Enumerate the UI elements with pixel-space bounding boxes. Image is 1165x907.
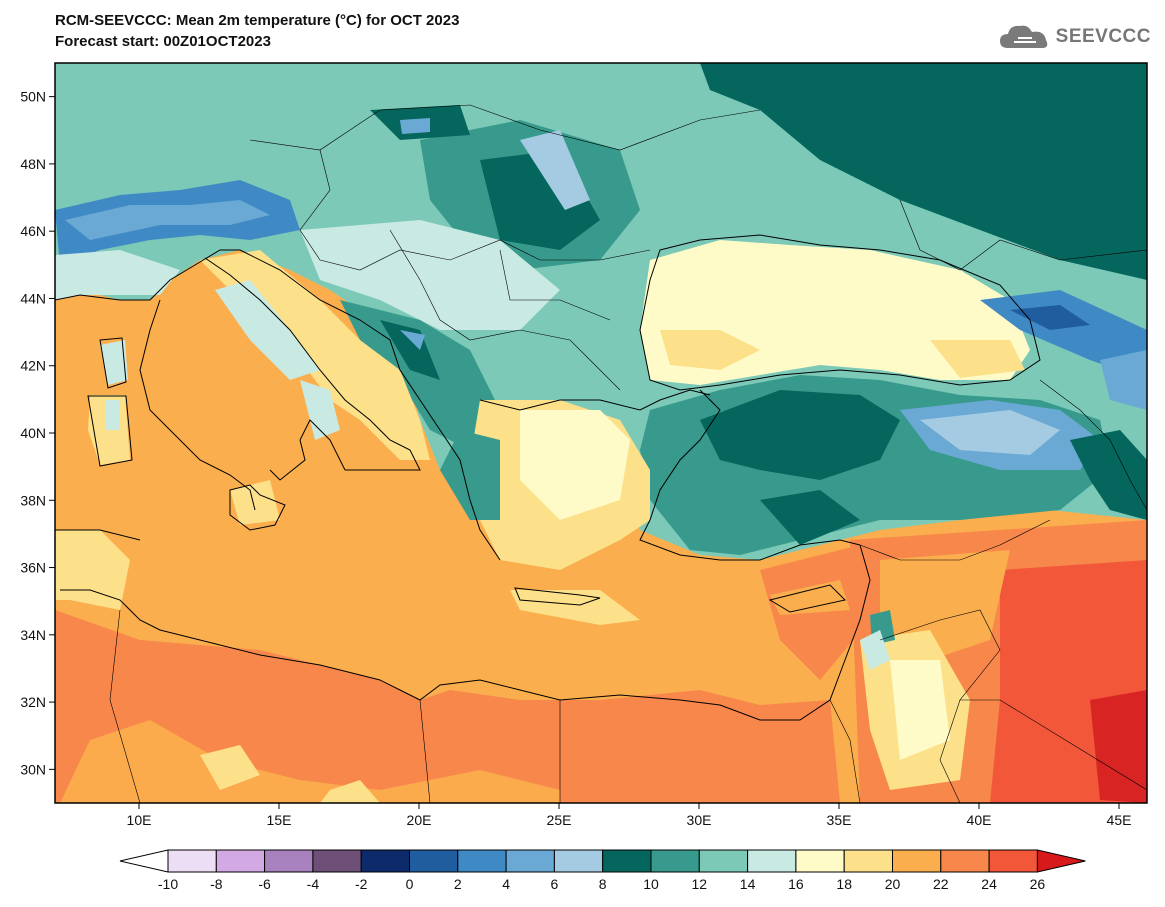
cloud-icon bbox=[999, 25, 1047, 48]
colorbar-swatch bbox=[312, 849, 362, 873]
colorbar-label: -6 bbox=[258, 876, 271, 892]
colorbar-label: 18 bbox=[836, 876, 852, 892]
map-field bbox=[55, 63, 1147, 803]
colorbar-label: 10 bbox=[643, 876, 659, 892]
lon-tick-label: 30E bbox=[687, 812, 712, 828]
colorbar-swatch bbox=[360, 849, 411, 873]
colorbar-label: -4 bbox=[307, 876, 320, 892]
colorbar-swatch bbox=[553, 849, 604, 873]
axis-ticks: 50N 48N 46N 44N 42N 40N 38N 36N 34N 32N 30N 10E 15E 2… bbox=[20, 89, 1131, 828]
colorbar-label: 24 bbox=[981, 876, 997, 892]
colorbar-label: -2 bbox=[355, 876, 368, 892]
lon-tick-label: 40E bbox=[967, 812, 992, 828]
colorbar-swatch bbox=[988, 849, 1038, 873]
colorbar-label: 14 bbox=[740, 876, 756, 892]
lat-tick-label: 44N bbox=[20, 290, 46, 306]
lat-tick-label: 34N bbox=[20, 627, 46, 643]
colorbar: -10 -8 -6 -4 -2 0 2 4 6 8 10 12 14 16 18 20 22 24 26 bbox=[119, 849, 1086, 892]
coastlines bbox=[55, 234, 1041, 721]
colorbar-low-arrow bbox=[119, 849, 169, 873]
lat-tick-label: 50N bbox=[20, 89, 46, 105]
colorbar-label: 2 bbox=[454, 876, 462, 892]
colorbar-label: 8 bbox=[599, 876, 607, 892]
north-africa-field bbox=[55, 610, 840, 803]
lat-tick-label: 36N bbox=[20, 560, 46, 576]
lat-tick-label: 38N bbox=[20, 492, 46, 508]
colorbar-label: -8 bbox=[210, 876, 223, 892]
colorbar-swatch bbox=[747, 849, 797, 873]
colorbar-swatch bbox=[795, 849, 845, 873]
colorbar-swatch bbox=[264, 849, 314, 873]
lat-tick-label: 32N bbox=[20, 694, 46, 710]
colorbar-swatch bbox=[409, 849, 459, 873]
lon-tick-label: 35E bbox=[827, 812, 852, 828]
lon-tick-label: 15E bbox=[267, 812, 292, 828]
colorbar-label: 0 bbox=[406, 876, 414, 892]
colorbar-label: 6 bbox=[551, 876, 559, 892]
colorbar-label: 22 bbox=[933, 876, 949, 892]
lon-tick-label: 10E bbox=[127, 812, 152, 828]
colorbar-swatch bbox=[602, 849, 652, 873]
forecast-start-label: Forecast start: 00Z01OCT2023 bbox=[55, 33, 271, 50]
colorbar-label: -10 bbox=[158, 876, 178, 892]
colorbar-label: 20 bbox=[885, 876, 901, 892]
colorbar-swatch bbox=[650, 849, 700, 873]
lat-tick-label: 30N bbox=[20, 761, 46, 777]
lon-tick-label: 25E bbox=[547, 812, 572, 828]
colorbar-label: 4 bbox=[502, 876, 510, 892]
colorbar-swatch bbox=[167, 849, 217, 873]
map-title: RCM-SEEVCCC: Mean 2m temperature (°C) fo… bbox=[55, 12, 460, 29]
colorbar-label: 16 bbox=[788, 876, 804, 892]
logo-text: SEEVCCC bbox=[1055, 26, 1151, 47]
lat-tick-label: 42N bbox=[20, 358, 46, 374]
lat-tick-label: 48N bbox=[20, 156, 46, 172]
colorbar-high-arrow bbox=[1036, 849, 1086, 873]
seevccc-logo: SEEVCCC bbox=[998, 22, 1151, 52]
country-borders bbox=[109, 104, 1147, 803]
colorbar-label: 26 bbox=[1030, 876, 1046, 892]
lon-tick-label: 20E bbox=[407, 812, 432, 828]
colorbar-swatch bbox=[505, 849, 555, 873]
lon-tick-label: 45E bbox=[1107, 812, 1132, 828]
colorbar-swatch bbox=[457, 849, 507, 873]
lat-tick-label: 46N bbox=[20, 223, 46, 239]
colorbar-swatch bbox=[215, 849, 266, 873]
lat-tick-label: 40N bbox=[20, 425, 46, 441]
colorbar-swatch bbox=[892, 849, 942, 873]
colorbar-swatch bbox=[698, 849, 749, 873]
colorbar-swatch bbox=[843, 849, 894, 873]
colorbar-swatch bbox=[940, 849, 990, 873]
colorbar-label: 12 bbox=[692, 876, 708, 892]
